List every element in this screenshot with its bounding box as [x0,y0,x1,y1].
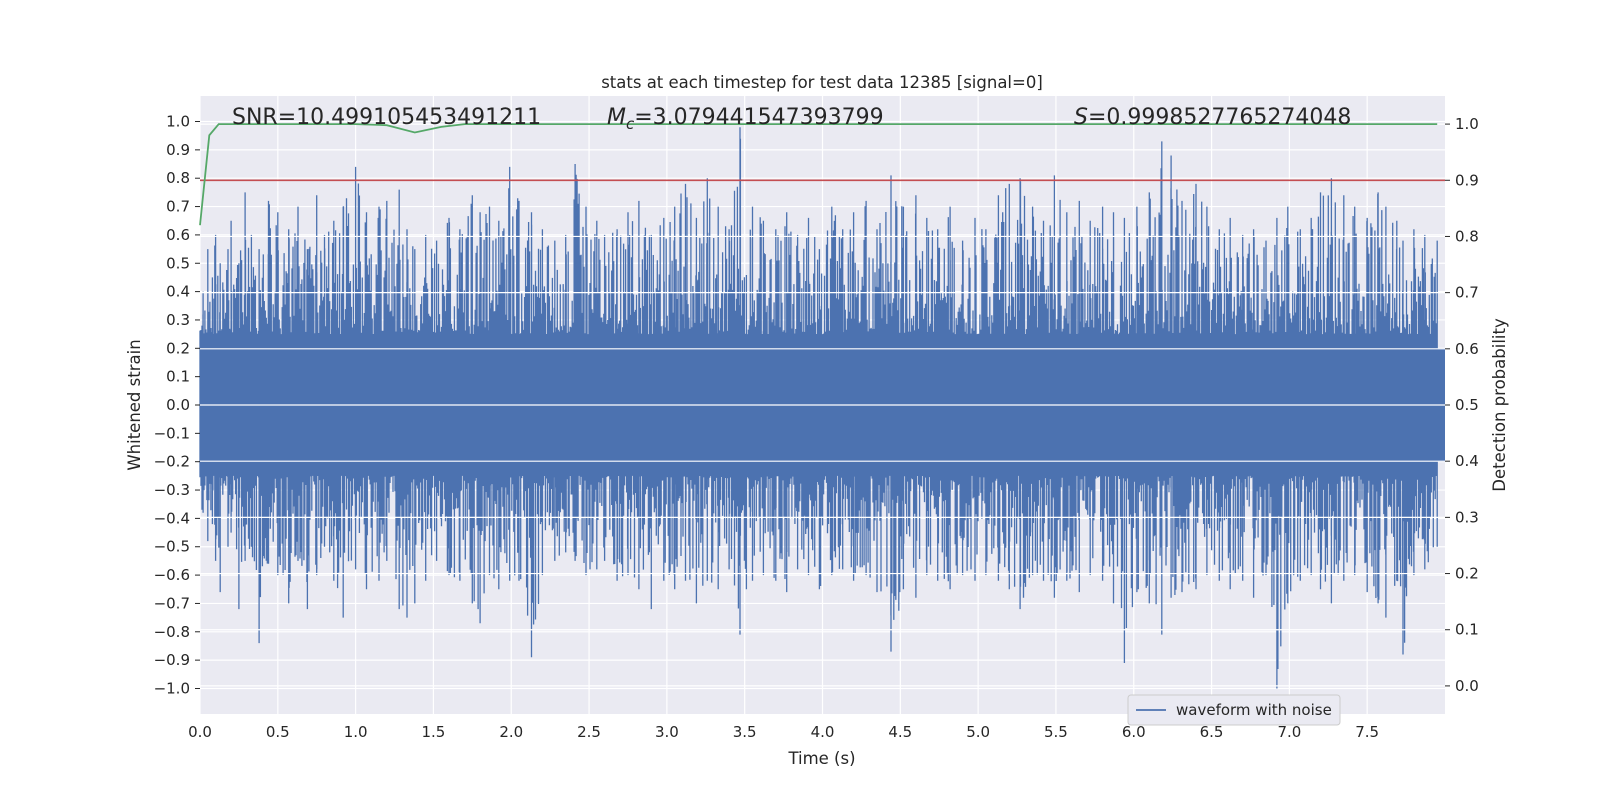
x-tick-label: 0.0 [188,723,212,741]
y-tick-label: −0.6 [154,566,190,584]
y2-tick-label: 0.8 [1455,227,1479,245]
x-tick-label: 6.0 [1122,723,1146,741]
x-tick-label: 1.0 [344,723,368,741]
snr-annotation: SNR=10.499105453491211 [232,105,541,130]
y-axis-label: Whitened strain [125,339,144,470]
y2-tick-label: 0.1 [1455,621,1479,639]
y-tick-label: −0.2 [154,453,190,471]
y-tick-label: 0.5 [166,254,190,272]
y2-tick-label: 0.9 [1455,171,1479,189]
y-tick-label: −0.4 [154,509,190,527]
chirp-mass-annotation: Mc=3.079441547393799 [607,105,884,133]
y2-tick-label: 0.3 [1455,508,1479,526]
x-tick-label: 3.5 [733,723,757,741]
x-axis-ticks: 0.0 0.5 1.0 1.5 2.0 2.5 3.0 3.5 4.0 4.5 5.0 5.5 6.0 6… [188,723,1379,741]
y-tick-label: −0.7 [154,594,190,612]
x-tick-label: 4.5 [888,723,912,741]
y-tick-label: −0.1 [154,424,190,442]
chirp-mass-value: =3.079441547393799 [634,105,883,130]
x-tick-label: 2.0 [499,723,523,741]
x-axis-label: Time (s) [787,749,855,768]
chart-title: stats at each timestep for test data 123… [601,73,1043,92]
x-tick-label: 5.0 [966,723,990,741]
x-tick-label: 2.5 [577,723,601,741]
x-tick-label: 6.5 [1200,723,1224,741]
y2-tick-label: 0.2 [1455,565,1479,583]
y2-tick-label: 1.0 [1455,115,1479,133]
y-tick-label: 0.7 [166,198,190,216]
chirp-mass-subscript: c [626,115,635,133]
y2-tick-label: 0.4 [1455,452,1479,470]
y-tick-label: 0.9 [166,141,190,159]
y-tick-label: 0.4 [166,283,190,301]
y2-tick-label: 0.7 [1455,284,1479,302]
chirp-mass-symbol: M [607,105,626,130]
y2-tick-label: 0.6 [1455,340,1479,358]
s-value: =0.9998527765274048 [1088,105,1351,130]
legend-label-waveform: waveform with noise [1176,701,1332,719]
legend: waveform with noise [1127,694,1341,726]
waveform-trace [199,127,1438,689]
y-tick-label: 1.0 [166,113,190,131]
y-tick-label: 0.0 [166,396,190,414]
s-annotation: S=0.9998527765274048 [1074,105,1351,130]
y-tick-label: 0.6 [166,226,190,244]
y-tick-label: −0.9 [154,651,190,669]
y-tick-label: 0.8 [166,169,190,187]
x-tick-label: 7.0 [1277,723,1301,741]
y-tick-label: −0.5 [154,538,190,556]
y2-tick-label: 0.5 [1455,396,1479,414]
x-tick-label: 3.0 [655,723,679,741]
x-tick-label: 5.5 [1044,723,1068,741]
x-tick-label: 1.5 [422,723,446,741]
y-tick-label: 0.1 [166,368,190,386]
y-tick-label: 0.3 [166,311,190,329]
x-tick-label: 0.5 [266,723,290,741]
y-axis-ticks: 1.0 0.9 0.8 0.7 0.6 0.5 0.4 0.3 0.2 0.1 0.0 −0.1 −0.… [154,113,200,697]
x-tick-label: 4.0 [811,723,835,741]
y-tick-label: −0.8 [154,623,190,641]
x-tick-label: 7.5 [1355,723,1379,741]
y-tick-label: −1.0 [154,679,190,697]
y2-axis-label: Detection probability [1490,318,1509,492]
y-tick-label: −0.3 [154,481,190,499]
y2-tick-label: 0.0 [1455,677,1479,695]
legend-box [1127,694,1341,726]
s-symbol: S [1074,105,1088,130]
y2-axis-ticks: 1.0 0.9 0.8 0.7 0.6 0.5 0.4 0.3 0.2 0.1 0.0 [1445,115,1479,695]
detection-probability-line [199,123,1438,226]
y-tick-label: 0.2 [166,339,190,357]
